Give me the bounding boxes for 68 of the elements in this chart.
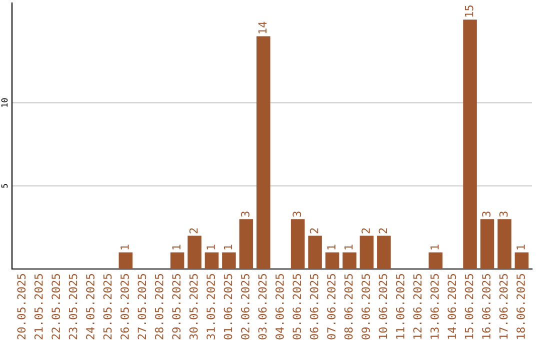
x-tick-label: 01.06.2025 [224,274,232,340]
bar [188,236,202,269]
x-tick-label: 15.06.2025 [464,274,474,339]
bar [325,252,340,269]
x-tick-label: 30.05.2025 [189,274,198,340]
data-label: 14 [258,22,266,34]
x-tick-label: 10.06.2025 [378,274,388,339]
x-tick-label: 20.05.2025 [17,274,26,340]
data-label: 2 [189,228,198,234]
x-tick-label: 04.06.2025 [275,274,284,340]
data-label: 3 [482,212,490,217]
bar [239,219,254,269]
x-tick-label: 22.05.2025 [52,274,60,340]
x-tick-label: 31.05.2025 [206,274,215,340]
data-label: 2 [378,228,388,234]
data-label: 3 [292,212,302,217]
x-tick-label: 26.05.2025 [120,274,129,340]
x-tick-label: 09.06.2025 [362,274,370,340]
data-label: 3 [499,212,508,217]
data-label: 1 [206,244,215,250]
bar [463,20,477,269]
bar [170,252,184,269]
x-tick-label: 02.06.2025 [241,274,250,340]
x-tick-label: 11.06.2025 [396,274,404,339]
data-label: 2 [310,228,318,234]
x-tick-label: 05.06.2025 [292,274,302,340]
bar [308,236,322,269]
x-tick-label: 13.06.2025 [430,274,439,339]
bar [377,236,391,269]
bar [290,219,305,269]
data-label: 2 [362,228,370,234]
x-tick-label: 24.05.2025 [86,274,94,340]
x-tick-label: 12.06.2025 [413,274,422,339]
bar [514,252,529,269]
bar [428,252,442,269]
x-tick-label: 21.05.2025 [34,274,43,340]
data-label: 3 [241,212,250,217]
data-label: 1 [224,244,232,250]
bar [480,219,494,269]
x-tick-label: 25.05.2025 [103,274,112,340]
data-label: 15 [465,5,474,17]
x-tick-label: 07.06.2025 [327,274,336,340]
bar [360,236,374,269]
data-label: 1 [327,244,336,250]
y-tick-label: 5 [1,184,8,188]
data-label: 1 [516,244,525,250]
bar [342,252,356,269]
x-tick-label: 27.05.2025 [138,274,146,340]
x-tick-label: 23.05.2025 [68,274,78,340]
bar [256,36,270,269]
x-tick-label: 06.06.2025 [310,274,318,340]
x-tick-label: 29.05.2025 [172,274,181,340]
data-label: 1 [120,244,129,250]
y-tick-label: 10 [1,98,8,107]
data-label: 1 [344,244,353,250]
bar [498,219,512,269]
data-label: 1 [430,244,439,250]
x-tick-label: 03.06.2025 [258,274,267,340]
data-label: 1 [172,244,180,250]
x-tick-label: 08.06.2025 [344,274,353,340]
x-tick-label: 28.05.2025 [154,274,164,340]
x-tick-label: 17.06.2025 [499,274,508,339]
x-tick-label: 14.06.2025 [448,274,456,339]
bar [222,252,236,269]
x-tick-label: 16.06.2025 [482,274,490,339]
bar [118,252,133,269]
x-tick-label: 18.06.2025 [516,274,525,339]
bar [204,252,219,269]
